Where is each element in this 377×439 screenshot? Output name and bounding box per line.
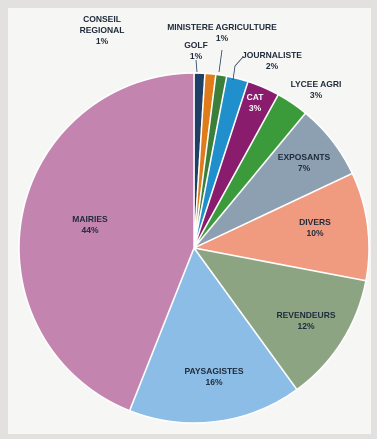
slice-label-journaliste: JOURNALISTE 2% (242, 50, 302, 71)
leader-line (195, 59, 198, 73)
slice-label-lycee-agri: LYCEE AGRI 3% (291, 79, 342, 100)
pie-slice-paysagistes (128, 246, 298, 424)
pie-slice-mairies (18, 72, 195, 412)
slice-label-exposants: EXPOSANTS 7% (278, 152, 331, 173)
pie-slice-revendeurs (192, 246, 367, 391)
slice-label-cat: CAT 3% (247, 92, 265, 113)
slice-label-revendeurs: REVENDEURS 12% (276, 310, 335, 331)
slice-label-golf: GOLF 1% (184, 40, 208, 61)
slice-label-mairies: MAIRIES 44% (72, 214, 108, 235)
slice-label-divers: DIVERS 10% (299, 217, 331, 238)
leader-line (232, 56, 244, 81)
leader-line (218, 49, 223, 73)
pie-slice-divers (191, 172, 370, 282)
slice-label-paysagistes: PAYSAGISTES 16% (184, 366, 243, 387)
slice-label-ministere-agriculture: MINISTERE AGRICULTURE 1% (167, 22, 277, 43)
slice-label-conseil-regional: CONSEIL REGIONAL 1% (80, 14, 125, 46)
